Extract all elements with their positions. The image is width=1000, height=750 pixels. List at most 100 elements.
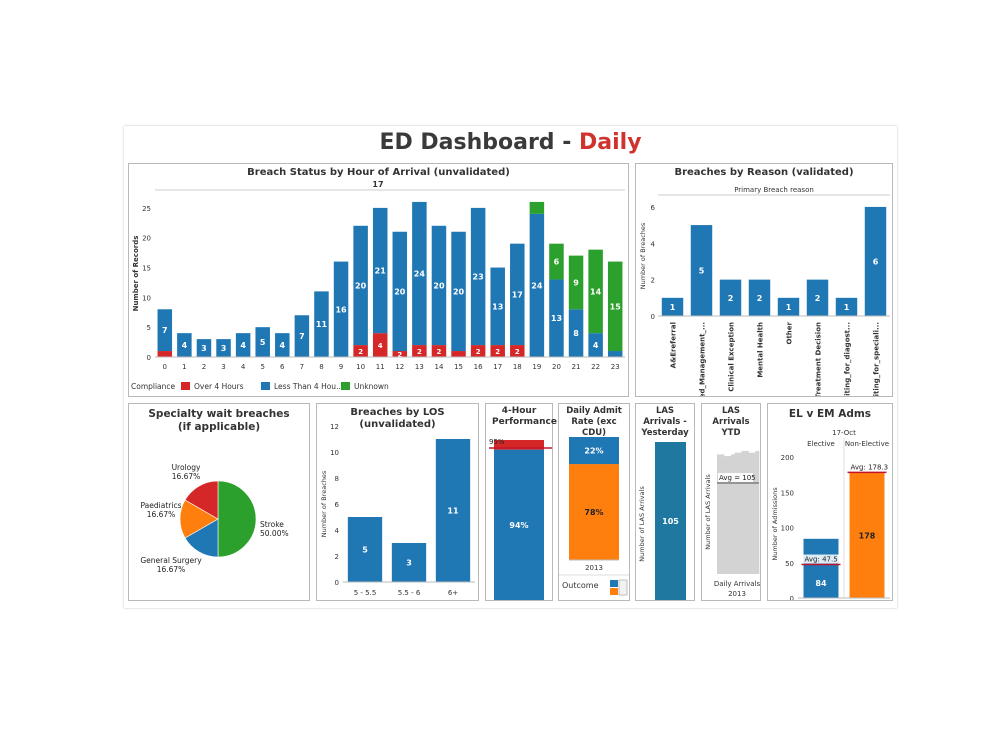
hour-red-label: 2 [495,348,500,356]
hour-bar-less-than-4-hou- [372,207,388,334]
hour-y-label: Number of Records [132,236,140,312]
perf-bar-within [494,449,544,600]
hour-bar-over-4-hours [392,351,408,357]
page-title: ED Dashboard - Daily [124,130,897,155]
reason-bar-label: 1 [844,303,850,312]
perf-chart: 94% 95% [489,438,552,600]
las-ytd-bar [734,452,739,574]
hour-blue-label: 3 [201,344,207,353]
hour-green-label: 14 [590,287,602,296]
las-ytd-panel: LAS Arrivals YTD Avg = 105 Number of LAS … [701,403,761,601]
hour-blue-label: 4 [182,341,188,350]
hour-blue-label: 21 [375,267,387,276]
specialty-subtitle: (if applicable) [177,421,261,433]
los-y-tick: 4 [335,527,340,535]
hour-legend-title: Compliance [131,382,176,391]
pie-label-pct: 16.67% [172,472,201,481]
reason-bar [835,297,858,316]
hour-x-tick: 18 [513,363,522,371]
hour-bar-over-4-hours [372,333,388,357]
reason-subtitle: Primary Breach reason [734,186,814,194]
reason-y-tick: 6 [651,204,656,212]
hour-blue-label: 16 [335,305,347,314]
hour-y-tick: 25 [142,205,151,213]
las-ytd-bar [717,454,721,574]
hour-bar-over-4-hours [510,345,525,357]
las-ytd-bar [752,452,756,574]
las-ytd-avg-label: Avg = 105 [719,474,756,482]
reason-bar-label: 2 [815,294,821,303]
admit-value-label-2: 22% [584,447,603,456]
reason-bar-label: 2 [757,294,763,303]
admit-x-tick: 2013 [585,564,603,572]
hour-bar-less-than-4-hou- [255,327,270,357]
hour-bar-unknown [607,261,623,352]
title-accent: Daily [579,130,642,155]
pie-label-name: Stroke [260,520,284,529]
hour-blue-label: 23 [473,272,484,281]
hour-x-tick: 10 [356,363,365,371]
reason-bar-label: 1 [670,303,676,312]
elem-bar [849,472,885,598]
los-bar-label: 11 [447,507,459,516]
elem-avg-label: Avg: 178.3 [851,463,889,471]
elem-y-tick: 50 [785,560,794,568]
las-ytd-x-tick: 2013 [728,590,746,598]
hour-x-tick: 2 [202,363,206,371]
reason-x-tick: Waiting_for_diagost... [844,322,852,396]
hour-bar-less-than-4-hou- [431,225,447,346]
hour-bar-over-4-hours [470,345,486,357]
hour-blue-label: 3 [221,344,227,353]
hour-bar-less-than-4-hou- [314,291,329,357]
los-chart: 0 2 4 6 8 10 12 Number of Breaches 5 5 - 5.5 3 5.5 … [320,423,475,597]
pie-slice-stroke [217,480,257,558]
hour-x-tick: 3 [221,363,225,371]
pie-label-name: Urology [172,463,201,472]
hour-bar-less-than-4-hou- [157,309,173,352]
reason-y-tick: 4 [651,240,656,248]
perf-target-label: 95% [489,438,505,446]
hour-x-tick: 14 [434,363,443,371]
los-y-tick: 0 [335,579,339,587]
daily-admit-rate-panel: Daily Admit Rate (exc CDU) 78% 22% 2013 Out… [558,403,630,601]
hour-green-label: 15 [610,302,622,311]
hour-x-tick: 17 [493,363,502,371]
hour-x-tick: 0 [163,363,167,371]
hour-bar-less-than-4-hou- [529,213,545,357]
hour-bar-less-than-4-hou- [549,279,564,357]
breaches-by-reason-title: Breaches by Reason (validated) [674,167,854,178]
hour-bar-less-than-4-hou- [333,261,349,357]
las-yesterday-panel: LAS Arrivals - Yesterday 105 Number of LA… [635,403,695,601]
admit-legend-scroll [618,579,628,596]
hour-bar-less-than-4-hou- [510,243,525,346]
hour-bar-less-than-4-hou- [275,333,290,357]
hour-bar-less-than-4-hou- [412,201,427,346]
hour-x-tick: 5 [260,363,264,371]
hour-bar-less-than-4-hou- [294,315,310,357]
reason-bar [864,206,887,316]
specialty-wait-panel: Specialty wait breaches (if applicable) … [128,403,310,601]
hour-blue-label: 17 [512,290,523,299]
admit-bar-admitted [569,464,619,560]
pie-label-pct: 16.67% [157,565,186,574]
los-y-tick: 6 [335,501,340,509]
las-ytd-bar [738,452,742,574]
las-ytd-bar [755,450,760,574]
elem-y-label: Number of Admissions [771,487,779,561]
hour-x-tick: 6 [280,363,285,371]
hour-legend-label: Over 4 Hours [194,382,244,391]
hour-x-tick: 8 [319,363,323,371]
hour-bar-over-4-hours [490,345,505,357]
las-ytd-bar [724,456,728,574]
perf-title: 4-Hour Performance [492,406,557,427]
las-yesterday-chart: 105 Number of LAS Arrivals [638,442,686,600]
hour-y-tick: 10 [142,294,151,302]
hour-x-tick: 21 [572,363,581,371]
hour-bar-over-4-hours [157,351,173,357]
reason-bar [806,279,829,316]
las-ytd-bar [731,454,735,574]
hour-green-label: 6 [554,258,560,267]
elem-subtitle: 17-Oct [832,429,856,437]
admit-bar-other [569,437,619,465]
